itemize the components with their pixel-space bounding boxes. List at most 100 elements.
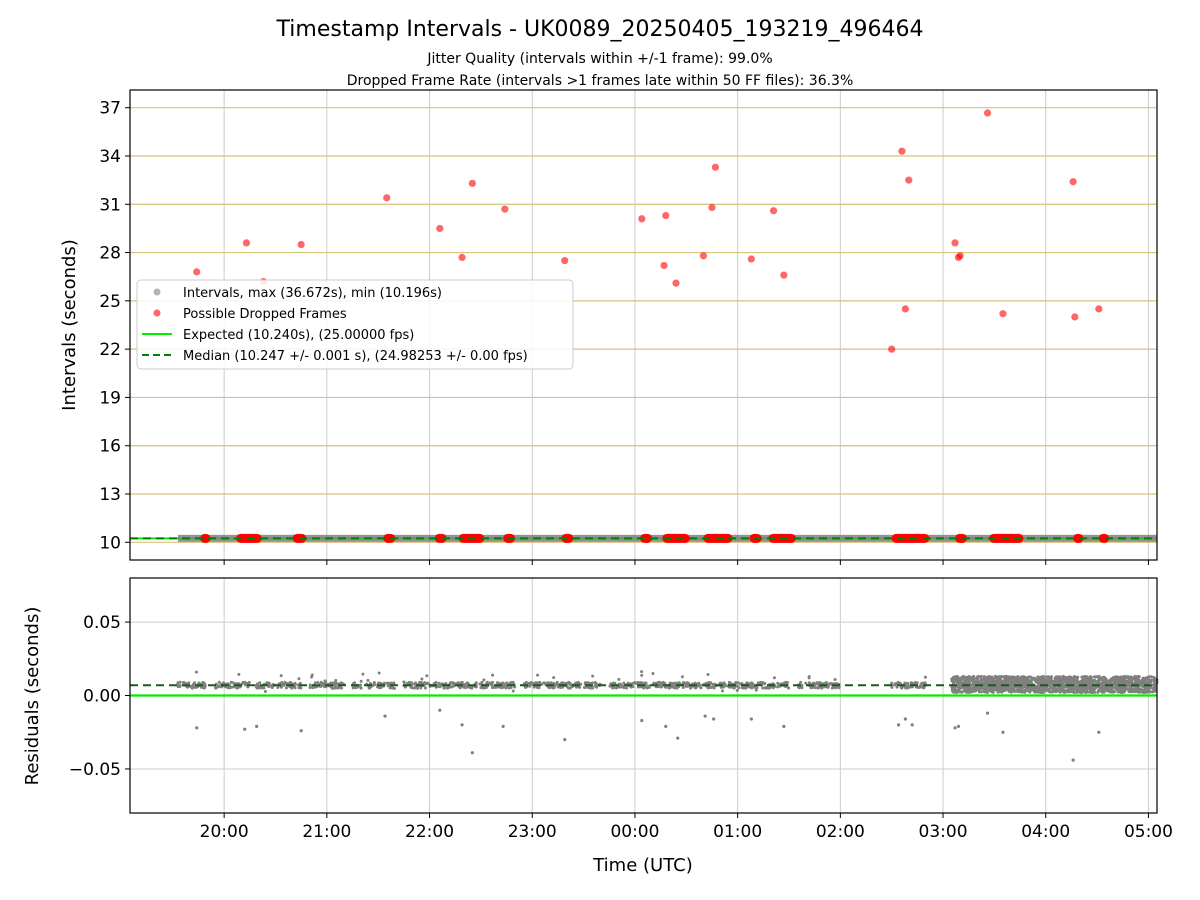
residual-point: [1085, 677, 1089, 681]
dropped-frame-point: [638, 215, 646, 223]
residual-point: [1134, 681, 1138, 685]
top-axes-frame: [129, 89, 1158, 561]
residual-point: [1069, 676, 1073, 680]
residual-point: [744, 686, 748, 690]
residual-point: [308, 685, 312, 689]
residual-point: [1130, 679, 1134, 683]
top-dropped-cluster: [383, 533, 396, 543]
residual-point: [1013, 690, 1017, 694]
bottom-ticks: 0.05 0.00 −0.05 20:00 21:00 22:00 23:00 00:00 01…: [69, 613, 1173, 842]
residual-point: [552, 686, 556, 690]
residual-point: [1008, 681, 1012, 685]
residual-point: [299, 686, 303, 690]
top-y-tick-label: 31: [99, 195, 121, 215]
residual-point: [1000, 690, 1004, 694]
residual-point: [217, 680, 221, 684]
residual-point: [238, 685, 242, 689]
residual-point: [1063, 679, 1067, 683]
residual-point: [1089, 675, 1093, 679]
dropped-frame-point: [905, 176, 913, 184]
residual-point: [813, 686, 817, 690]
residual-point: [1062, 685, 1066, 689]
residual-point: [816, 686, 820, 690]
residual-point: [377, 681, 381, 685]
residual-point: [358, 683, 362, 687]
residual-point: [697, 681, 701, 685]
residual-point: [1004, 681, 1008, 685]
residual-point: [643, 681, 647, 685]
residual-point: [727, 685, 731, 689]
residual-point: [1125, 687, 1129, 691]
residual-point: [1075, 690, 1079, 694]
top-dropped-cluster: [200, 533, 211, 543]
residual-point: [176, 683, 180, 687]
residual-point: [1110, 679, 1114, 683]
residual-point: [834, 685, 838, 689]
residual-point: [276, 685, 280, 689]
x-axis-label: Time (UTC): [592, 855, 693, 876]
residual-point: [706, 673, 710, 677]
residual-point: [1137, 675, 1141, 679]
residual-point: [977, 681, 981, 685]
residual-outlier-point: [1071, 758, 1075, 762]
residual-point: [810, 686, 814, 690]
residual-point: [420, 681, 424, 685]
residual-point: [636, 685, 640, 689]
top-dropped-cluster: [1073, 533, 1084, 543]
residual-point: [784, 680, 788, 684]
top-dropped-cluster: [640, 533, 653, 543]
residual-point: [579, 682, 583, 686]
residual-point: [478, 682, 482, 686]
residual-point: [319, 680, 323, 684]
residual-point: [1037, 675, 1041, 679]
dropped-frame-point: [193, 268, 201, 276]
residual-point: [721, 689, 725, 693]
residual-outlier-point: [956, 724, 961, 728]
residual-point: [406, 681, 410, 685]
residual-point: [807, 681, 811, 685]
residual-outlier-point: [749, 717, 753, 721]
residual-point: [1000, 681, 1004, 685]
residual-outlier-point: [383, 714, 387, 718]
residual-point: [464, 685, 468, 689]
residual-point: [1057, 679, 1061, 683]
residual-point: [966, 677, 970, 681]
residual-outlier-point: [896, 723, 901, 727]
residual-outlier-point: [782, 724, 786, 728]
residual-point: [194, 670, 198, 674]
residual-point: [582, 685, 586, 689]
residual-point: [587, 686, 591, 690]
residual-point: [1062, 676, 1066, 680]
residual-point: [1102, 690, 1106, 694]
residual-point: [1058, 688, 1062, 692]
residual-point: [187, 681, 191, 685]
residual-point: [972, 686, 976, 690]
legend-label-intervals: Intervals, max (36.672s), min (10.196s): [183, 286, 442, 301]
residual-point: [591, 674, 595, 678]
residual-point: [712, 686, 716, 690]
residual-point: [961, 676, 965, 680]
residual-point: [214, 685, 218, 689]
residual-point: [722, 684, 726, 688]
dropped-frame-point: [699, 252, 708, 260]
residual-outlier-point: [1097, 730, 1101, 734]
residual-point: [1094, 685, 1098, 689]
residual-point: [969, 676, 973, 680]
residual-point: [984, 675, 988, 679]
residual-outlier-point: [470, 751, 474, 755]
chart-subtitle-dropped: Dropped Frame Rate (intervals >1 frames …: [347, 73, 854, 89]
residual-point: [1037, 684, 1041, 688]
residual-point: [951, 690, 955, 694]
residual-point: [1094, 675, 1098, 679]
residual-point: [359, 679, 363, 683]
top-dropped-cluster: [561, 533, 574, 543]
residual-point: [1154, 677, 1158, 681]
legend-label-dropped: Possible Dropped Frames: [183, 307, 347, 322]
legend-marker-intervals: [153, 288, 161, 296]
residual-point: [1045, 675, 1049, 679]
x-tick-label: 04:00: [1021, 822, 1070, 842]
residual-outlier-point: [563, 737, 567, 742]
residual-point: [984, 681, 988, 685]
residual-point: [1066, 689, 1070, 693]
residual-point: [676, 681, 680, 685]
